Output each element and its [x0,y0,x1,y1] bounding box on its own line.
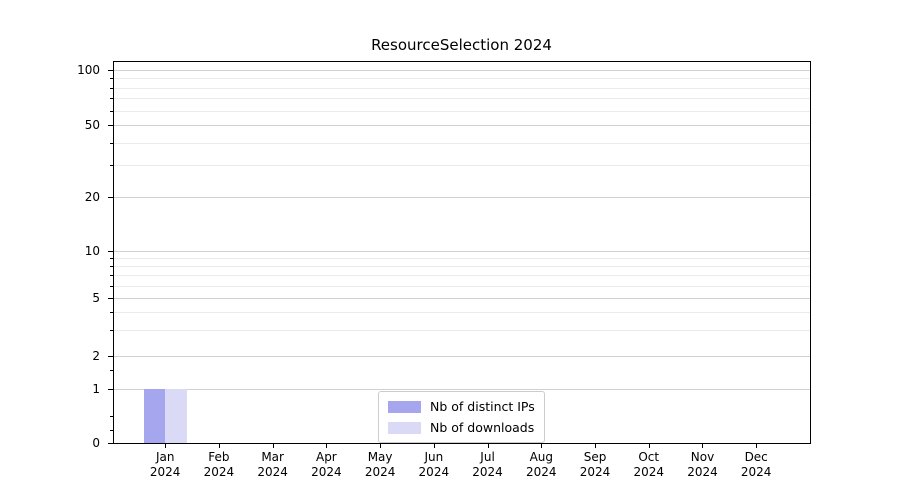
legend-label-downloads: Nb of downloads [430,420,535,435]
y-tick-label: 2 [92,349,100,363]
minor-gridline [113,330,810,332]
y-tick [108,389,113,390]
major-gridline [113,125,810,126]
x-tick [218,443,220,448]
y-minor-tick [110,165,113,167]
right-spine [810,61,811,444]
x-tick-label: May 2024 [364,450,396,479]
y-minor-tick [110,266,113,268]
y-tick [108,443,113,444]
major-gridline [113,251,810,252]
left-spine [113,61,114,444]
y-tick [108,251,113,252]
major-gridline [113,298,810,299]
y-minor-tick [110,258,113,260]
x-tick [433,443,435,448]
legend-entry-distinct-ips: Nb of distinct IPs [388,398,535,415]
y-minor-tick [110,142,113,144]
minor-gridline [113,285,810,287]
y-tick [108,298,113,299]
x-tick-label: Nov 2024 [687,450,718,479]
x-tick [326,443,328,448]
plot-area [113,61,810,443]
x-tick-label: Sep 2024 [579,450,611,479]
legend-swatch-downloads [388,421,421,434]
y-minor-tick [110,330,113,332]
y-tick [108,356,113,357]
y-minor-tick [110,429,113,431]
y-tick-label: 5 [92,291,100,305]
minor-gridline [113,258,810,260]
x-tick [595,443,597,448]
minor-gridline [113,266,810,268]
minor-gridline [113,275,810,277]
x-tick-label: Feb 2024 [203,450,235,479]
y-tick-label: 0 [92,436,100,450]
x-tick [541,443,543,448]
y-tick [108,70,113,71]
y-minor-tick [110,416,113,417]
y-minor-tick [110,285,113,287]
chart-title: ResourceSelection 2024 [371,36,552,54]
x-tick-label: Jan 2024 [149,450,181,479]
x-tick [380,443,382,448]
y-minor-tick [110,110,113,112]
major-gridline [113,197,810,198]
x-tick-label: Mar 2024 [257,450,288,479]
x-tick-label: Oct 2024 [633,450,664,479]
y-minor-tick [110,369,113,371]
y-minor-tick [110,275,113,277]
legend: Nb of distinct IPs Nb of downloads [378,391,545,443]
x-tick [165,443,167,448]
x-tick [272,443,274,448]
y-tick [108,125,113,126]
x-tick-label: Jun 2024 [418,450,450,479]
minor-gridline [113,142,810,144]
x-tick [756,443,758,448]
legend-entry-downloads: Nb of downloads [388,419,535,436]
y-minor-tick [110,87,113,89]
minor-gridline [113,312,810,314]
y-minor-tick [110,78,113,80]
y-tick-label: 100 [77,63,100,77]
major-gridline [113,356,810,357]
bar-distinct-ips-jan [143,389,166,443]
x-tick-label: Apr 2024 [311,450,342,479]
y-tick-label: 50 [84,118,100,132]
x-tick-label: Aug 2024 [526,450,557,479]
bar-downloads-jan [165,389,187,443]
top-spine [113,61,811,62]
x-tick [702,443,704,448]
major-gridline [113,70,810,71]
y-tick [108,197,113,198]
minor-gridline [113,110,810,112]
y-tick-label: 20 [84,190,100,204]
legend-label-distinct-ips: Nb of distinct IPs [430,399,535,414]
x-tick-label: Jul 2024 [472,450,503,479]
x-tick [487,443,489,448]
y-minor-tick [110,312,113,314]
y-tick-label: 10 [84,244,100,258]
y-tick-label: 1 [92,382,100,396]
x-tick-label: Dec 2024 [740,450,772,479]
minor-gridline [113,78,810,80]
y-minor-tick [110,98,113,100]
x-tick [648,443,650,448]
major-gridline [113,389,810,390]
minor-gridline [113,87,810,89]
legend-swatch-distinct-ips [388,400,421,413]
bottom-spine [113,443,811,444]
minor-gridline [113,165,810,167]
minor-gridline [113,98,810,100]
